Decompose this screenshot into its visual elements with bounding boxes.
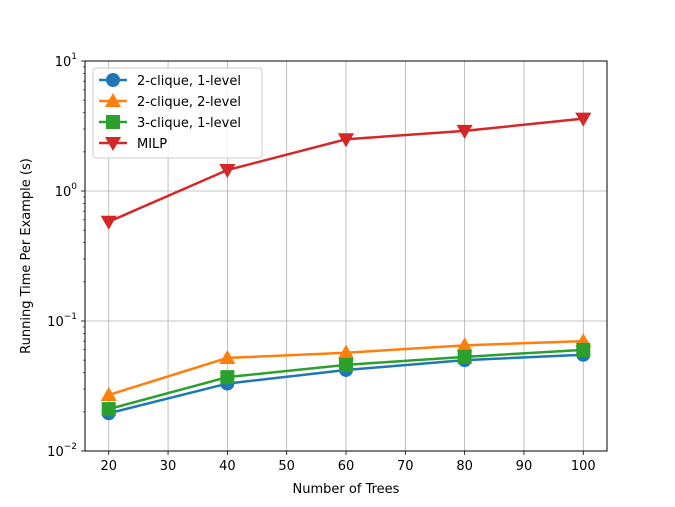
series-4 xyxy=(100,112,592,230)
y-tick-label: 10−2 xyxy=(47,442,77,460)
data-point xyxy=(456,337,473,352)
x-tick-label: 100 xyxy=(571,459,596,474)
legend-label: 2-clique, 2-level xyxy=(137,95,241,110)
data-point xyxy=(220,370,235,385)
data-point xyxy=(576,342,591,357)
legend-marker xyxy=(104,136,122,152)
legend-label: 3-clique, 1-level xyxy=(137,116,241,131)
series-2 xyxy=(100,333,592,401)
x-tick-label: 50 xyxy=(278,459,295,474)
data-point xyxy=(100,215,117,230)
data-point xyxy=(339,357,353,372)
x-tick-label: 30 xyxy=(160,459,177,474)
data-point xyxy=(100,386,117,401)
data-point xyxy=(101,402,116,417)
legend-label: MILP xyxy=(137,137,167,152)
x-tick-label: 80 xyxy=(456,459,473,474)
x-tick-label: 70 xyxy=(397,459,414,474)
x-tick-label: 40 xyxy=(219,459,236,474)
x-tick-label: 20 xyxy=(100,459,117,474)
y-tick-label: 101 xyxy=(55,52,77,70)
legend-item: 3-clique, 1-level xyxy=(99,115,241,131)
y-tick-label: 100 xyxy=(55,182,78,200)
x-axis-label: Number of Trees xyxy=(293,482,400,497)
legend-box xyxy=(92,67,263,159)
data-point xyxy=(457,349,472,364)
y-tick-label: 10−1 xyxy=(47,312,77,330)
data-point xyxy=(219,349,236,364)
series-3 xyxy=(101,342,591,417)
data-point xyxy=(219,163,236,179)
y-axis: 10−2 10−1 100 101 xyxy=(47,52,85,460)
data-point xyxy=(575,112,592,127)
data-point xyxy=(337,344,355,359)
x-tick-label: 60 xyxy=(338,459,355,474)
x-tick-label: 90 xyxy=(516,459,533,474)
legend-marker xyxy=(106,115,120,129)
x-axis: 20 30 40 50 60 70 80 90 100 xyxy=(100,451,596,474)
legend-label: 2-clique, 1-level xyxy=(137,74,241,89)
legend-item: 2-clique, 2-level xyxy=(99,92,241,110)
legend-item: MILP xyxy=(99,136,167,152)
legend-marker xyxy=(106,73,120,87)
legend-marker xyxy=(104,92,122,108)
data-point xyxy=(456,124,473,139)
series-layer xyxy=(100,112,592,421)
data-point xyxy=(337,133,355,148)
legend-item: 2-clique, 1-level xyxy=(99,73,241,89)
y-axis-label: Running Time Per Example (s) xyxy=(19,158,34,354)
legend: 2-clique, 1-level 2-clique, 2-level 3-cliq… xyxy=(92,67,263,159)
